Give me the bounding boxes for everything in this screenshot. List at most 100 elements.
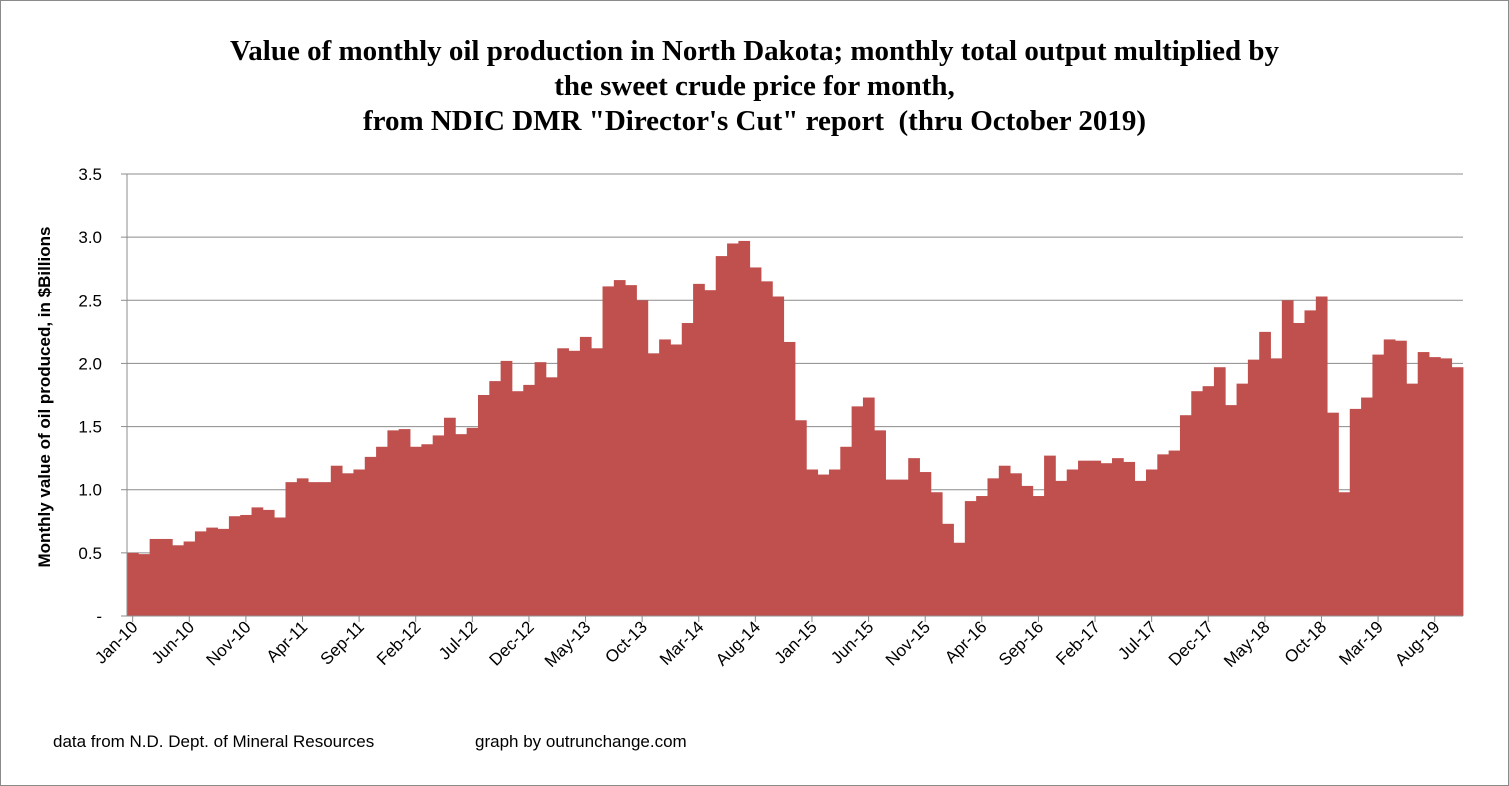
bar <box>1157 454 1170 616</box>
bar <box>1315 296 1328 616</box>
bar <box>613 280 626 616</box>
bar <box>1066 469 1079 616</box>
bar <box>1168 450 1181 616</box>
bar <box>1406 383 1419 616</box>
bar <box>1100 463 1113 616</box>
bar <box>1032 496 1045 616</box>
x-tick-label: Jan-15 <box>771 617 821 667</box>
x-tick-label: Dec-17 <box>1165 617 1217 669</box>
bar <box>851 406 864 616</box>
bar <box>772 296 785 616</box>
bar <box>217 528 230 616</box>
bar <box>795 420 807 616</box>
bar <box>511 391 524 616</box>
x-tick-label: Dec-12 <box>486 617 538 669</box>
x-tick-label: May-18 <box>1220 617 1274 671</box>
x-tick-label: Oct-13 <box>601 617 651 667</box>
bar <box>1225 405 1237 616</box>
bar <box>862 397 875 616</box>
x-tick-label: Aug-19 <box>1391 617 1443 669</box>
axes <box>126 174 1463 617</box>
bar <box>987 478 1000 616</box>
bar <box>953 542 966 616</box>
bar <box>942 523 954 616</box>
bar <box>160 538 173 616</box>
bar <box>1372 354 1385 616</box>
bar <box>738 240 751 616</box>
bar <box>172 545 185 616</box>
x-tick-label: Apr-11 <box>263 617 312 666</box>
bar <box>1451 367 1464 616</box>
bar <box>1395 340 1407 616</box>
bar <box>477 395 490 616</box>
bar <box>1078 460 1090 616</box>
bar <box>1327 412 1339 616</box>
bar <box>342 473 354 616</box>
bar <box>364 456 377 616</box>
bar <box>534 362 547 616</box>
bar <box>806 469 819 616</box>
bar <box>444 417 456 616</box>
bar <box>1145 469 1158 616</box>
chart-title-line-2: the sweet crude price for month, <box>554 70 955 102</box>
y-tick-label: 2.5 <box>78 291 102 310</box>
bar <box>251 507 264 616</box>
x-tick-label: Sep-16 <box>995 617 1047 669</box>
bar <box>840 446 853 616</box>
y-tick-label: - <box>96 607 102 626</box>
bar <box>1440 358 1453 616</box>
bar <box>194 531 207 616</box>
bar <box>1044 455 1056 616</box>
footer-source: data from N.D. Dept. of Mineral Resource… <box>53 732 375 751</box>
x-tick-label: Nov-15 <box>882 617 934 669</box>
y-tick-label: 0.5 <box>78 544 102 563</box>
bar <box>206 527 218 616</box>
bar <box>693 283 705 616</box>
bar <box>749 267 762 616</box>
bar <box>1191 391 1203 616</box>
bar <box>319 482 332 616</box>
footer-credit: graph by outrunchange.com <box>475 732 687 751</box>
x-tick-label: Jun-10 <box>148 617 198 667</box>
bar <box>330 465 343 616</box>
bar <box>874 430 886 616</box>
bar <box>602 286 615 616</box>
bar <box>410 446 422 616</box>
bar <box>783 341 796 616</box>
bar <box>387 430 400 616</box>
bar <box>296 478 309 616</box>
bar <box>1270 358 1283 616</box>
y-tick-label: 1.0 <box>78 481 102 500</box>
bar <box>149 538 162 616</box>
x-tick-label: May-13 <box>541 617 595 671</box>
x-tick-label: Feb-17 <box>1052 617 1104 669</box>
bar <box>817 474 830 616</box>
bar <box>828 469 841 616</box>
chart-title: Value of monthly oil production in North… <box>0 34 1509 139</box>
bar <box>398 429 411 616</box>
x-tick-label: Oct-18 <box>1281 617 1331 667</box>
bar <box>1202 386 1215 616</box>
x-tick-label: Jun-15 <box>827 617 877 667</box>
bar <box>183 541 196 616</box>
bar <box>1281 300 1294 616</box>
bar <box>466 427 479 616</box>
bar <box>1134 480 1147 616</box>
bar <box>1429 357 1441 616</box>
bar <box>376 446 388 616</box>
x-tick-label: Apr-16 <box>941 617 991 667</box>
bar <box>1338 492 1351 616</box>
x-tick-label: Feb-12 <box>373 617 425 669</box>
bar <box>1259 331 1271 616</box>
x-tick-label: Sep-11 <box>317 617 368 668</box>
bar <box>715 256 728 616</box>
bar <box>228 516 241 616</box>
bar <box>1213 367 1226 616</box>
bar <box>308 482 320 616</box>
bar <box>353 469 366 616</box>
bar-series <box>127 240 1464 616</box>
bar <box>1349 408 1362 616</box>
bar <box>240 514 252 616</box>
y-tick-label: 1.5 <box>78 418 102 437</box>
